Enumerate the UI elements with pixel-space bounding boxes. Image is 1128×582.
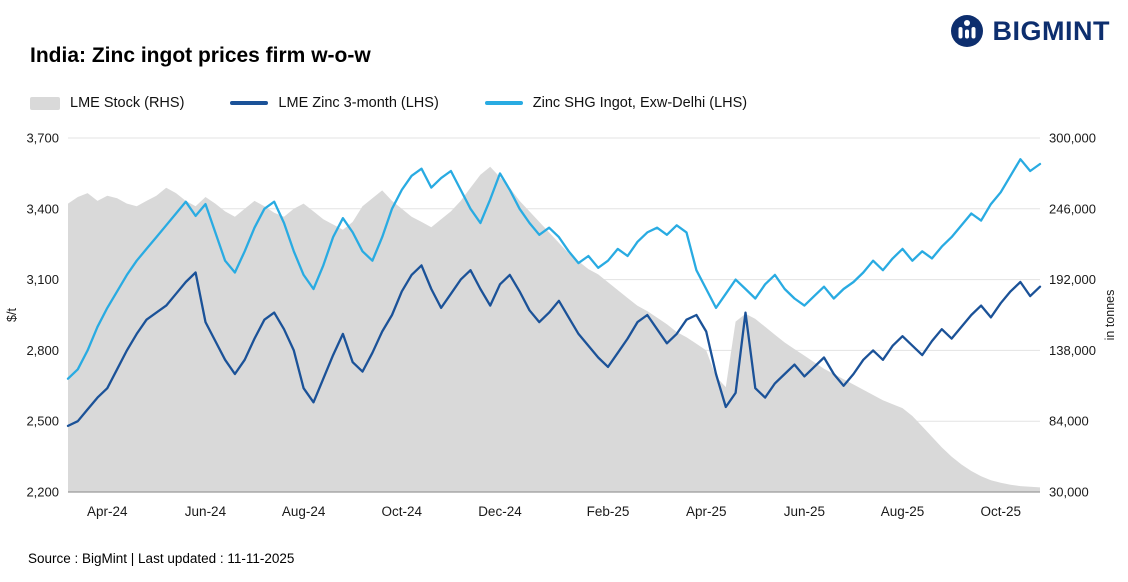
legend-item-lme-stock: LME Stock (RHS): [30, 95, 184, 111]
brand-logo-text: BIGMINT: [992, 15, 1110, 46]
y-axis-right-title: in tonnes: [1103, 290, 1117, 341]
x-axis-tick: Aug-24: [282, 504, 326, 519]
x-axis-tick: Oct-25: [980, 504, 1021, 519]
legend-item-zinc-shg-ingot: Zinc SHG Ingot, Exw-Delhi (LHS): [484, 95, 748, 111]
x-axis-tick: Apr-24: [87, 504, 128, 519]
y-axis-left-title: $/t: [5, 308, 19, 322]
source-note: Source : BigMint | Last updated : 11-11-…: [28, 551, 295, 566]
y-axis-left-tick: 2,500: [26, 414, 59, 429]
y-axis-right-tick: 192,000: [1049, 272, 1096, 287]
y-axis-left-tick: 2,800: [26, 343, 59, 358]
x-axis-tick: Dec-24: [478, 504, 522, 519]
x-axis-tick: Oct-24: [382, 504, 423, 519]
y-axis-left-tick: 3,700: [26, 131, 59, 146]
page-title: India: Zinc ingot prices firm w-o-w: [30, 44, 371, 67]
legend-swatch-2: [484, 101, 523, 105]
x-axis-tick: Jun-25: [784, 504, 825, 519]
chart-canvas: 2,200 30,000 2,500 84,000 2,800 138,000 3,100 1…: [5, 131, 1117, 520]
x-axis-tick: Apr-25: [686, 504, 727, 519]
area-series-lme-stock: [68, 166, 1040, 493]
y-axis-right-tick: 246,000: [1049, 201, 1096, 216]
line-series: [66, 158, 1042, 380]
line-series: [66, 264, 1042, 428]
legend-label-zinc-shg-ingot: Zinc SHG Ingot, Exw-Delhi (LHS): [532, 95, 748, 111]
y-axis-right-tick: 30,000: [1049, 485, 1089, 500]
bigmint-logo-icon: [950, 15, 983, 47]
legend-item-lme-zinc-3-month: LME Zinc 3-month (LHS): [230, 95, 439, 111]
y-axis-right-tick: 300,000: [1049, 131, 1096, 146]
y-axis-right-tick: 84,000: [1049, 414, 1089, 429]
y-axis-right-tick: 138,000: [1049, 343, 1096, 358]
y-axis-left-tick: 3,100: [26, 272, 59, 287]
x-axis-tick: Jun-24: [185, 504, 227, 519]
legend-swatch-1: [230, 101, 269, 105]
x-axis-tick: Feb-25: [587, 504, 630, 519]
legend-label-lme-zinc-3-month: LME Zinc 3-month (LHS): [278, 95, 439, 111]
y-axis-left-tick: 3,400: [26, 201, 59, 216]
x-axis-tick: Aug-25: [881, 504, 925, 519]
brand-logo: BIGMINT: [950, 14, 1111, 48]
chart-legend: LME Stock (RHS) LME Zinc 3-month (LHS) Z…: [30, 95, 747, 111]
y-axis-left-tick: 2,200: [26, 485, 59, 500]
legend-label-lme-stock: LME Stock (RHS): [70, 95, 185, 111]
legend-swatch-0: [30, 96, 60, 110]
